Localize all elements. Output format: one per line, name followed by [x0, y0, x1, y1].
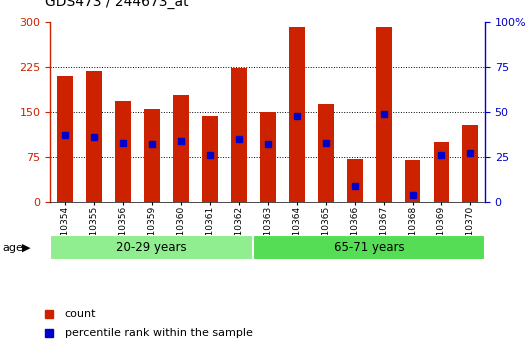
Text: GDS473 / 244673_at: GDS473 / 244673_at [45, 0, 189, 9]
Bar [347, 159, 363, 202]
Text: percentile rank within the sample: percentile rank within the sample [65, 328, 253, 338]
Bar [463, 125, 479, 202]
Bar [86, 71, 102, 202]
Bar [289, 27, 305, 202]
Text: 65-71 years: 65-71 years [334, 241, 404, 254]
Text: ▶: ▶ [22, 243, 31, 253]
Bar [404, 160, 420, 202]
Bar [260, 112, 276, 202]
Bar [231, 68, 246, 202]
Bar [202, 116, 218, 202]
Bar [115, 101, 131, 202]
Bar [434, 142, 449, 202]
Bar [144, 109, 160, 202]
Text: age: age [3, 243, 23, 253]
Bar [50, 235, 253, 260]
Bar [376, 27, 392, 202]
Bar [317, 104, 333, 202]
Bar [173, 95, 189, 202]
Bar [253, 235, 485, 260]
Text: count: count [65, 309, 96, 318]
Bar [57, 76, 73, 202]
Text: 20-29 years: 20-29 years [117, 241, 187, 254]
